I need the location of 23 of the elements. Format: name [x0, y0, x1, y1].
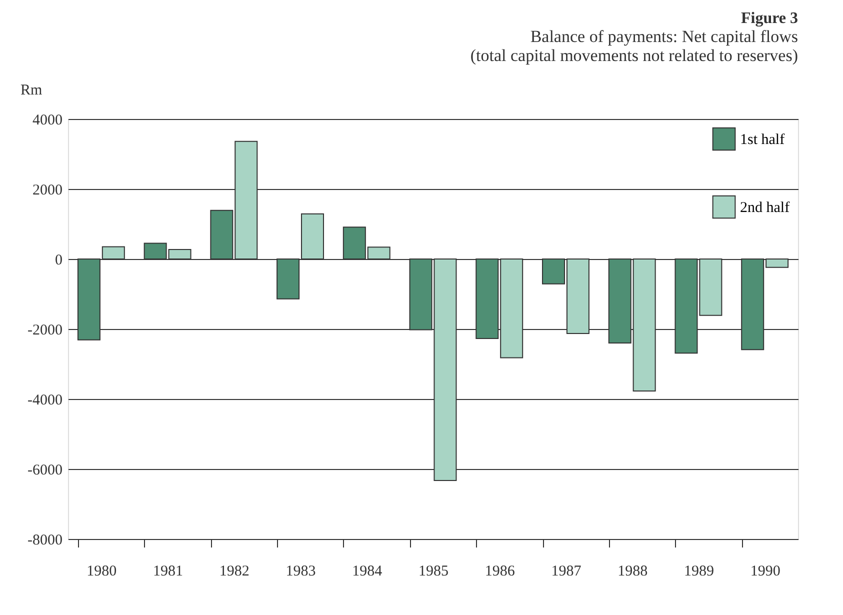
- x-tick-label: 1990: [750, 564, 780, 580]
- x-tick-label: 1982: [219, 564, 250, 580]
- y-tick-label: -2000: [28, 322, 62, 338]
- y-tick-label: 0: [55, 252, 62, 268]
- y-axis-title: Rm: [20, 82, 43, 98]
- y-tick-label: -8000: [28, 532, 62, 548]
- x-tick-label: 1986: [484, 564, 516, 580]
- y-tick-label: -4000: [28, 392, 62, 408]
- x-tick-label: 1984: [352, 564, 383, 580]
- x-tick-label: 1988: [618, 564, 648, 580]
- x-tick-label: 1983: [286, 564, 316, 580]
- y-tick-label: 2000: [32, 182, 62, 198]
- x-tick-label: 1981: [153, 564, 184, 580]
- legend-label: 2nd half: [740, 200, 790, 216]
- x-tick-label: 1985: [418, 564, 448, 580]
- legend-label: 1st half: [740, 132, 785, 148]
- x-tick-label: 1980: [86, 564, 117, 580]
- y-tick-label: -6000: [28, 462, 62, 478]
- y-tick-label: 4000: [32, 112, 62, 128]
- chart-subtitle: Balance of payments: Net capital flows (total capital movements not related to reserves): [470, 27, 798, 65]
- x-tick-label: 1987: [551, 564, 582, 580]
- x-tick-label: 1989: [684, 564, 714, 580]
- chart-title: Figure 3: [740, 10, 798, 27]
